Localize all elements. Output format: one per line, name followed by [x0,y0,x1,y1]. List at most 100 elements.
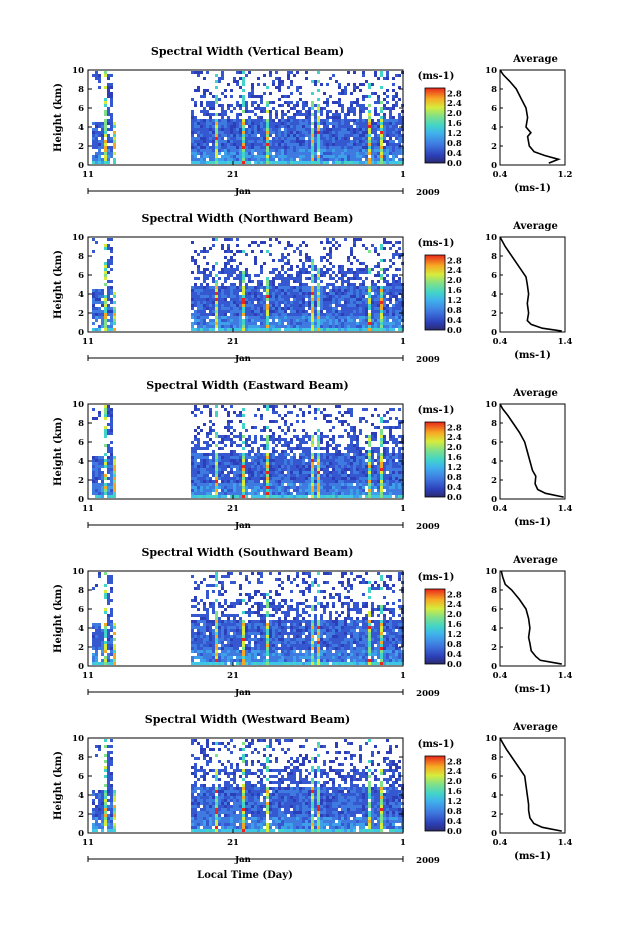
heatmap-cell [218,113,221,116]
heatmap-cell [215,468,218,471]
heatmap-cell [251,459,254,462]
heatmap-cell [374,477,377,480]
heatmap-cell [326,453,329,456]
heatmap-cell [374,122,377,125]
heatmap-cell [368,328,371,331]
heatmap-cell [218,322,221,325]
heatmap-cell [368,492,371,495]
heatmap-cell [113,468,116,471]
heatmap-cell [104,659,107,662]
heatmap-cell [338,268,341,271]
heatmap-cell [302,292,305,295]
heatmap-cell [335,128,338,131]
heatmap-cell [257,77,260,80]
heatmap-cell [380,471,383,474]
heatmap-cell [221,313,224,316]
heatmap-cell [359,301,362,304]
heatmap-cell [290,423,293,426]
heatmap-cell [269,244,272,247]
heatmap-cell [206,274,209,277]
heatmap-cell [299,328,302,331]
heatmap-cell [317,477,320,480]
heatmap-cell [200,468,203,471]
heatmap-cell [224,310,227,313]
heatmap-cell [113,623,116,626]
heatmap-cell [377,447,380,450]
heatmap-cell [359,292,362,295]
heatmap-cell [215,80,218,83]
heatmap-cell [392,468,395,471]
heatmap-cell [95,417,98,420]
heatmap-cell [113,483,116,486]
heatmap-cell [248,158,251,161]
heatmap-cell [368,122,371,125]
heatmap-cell [212,277,215,280]
heatmap-cell [299,480,302,483]
heatmap-cell [257,292,260,295]
heatmap-cell [281,274,284,277]
heatmap-cell [101,304,104,307]
heatmap-cell [236,468,239,471]
heatmap-cell [110,280,113,283]
heatmap-cell [95,134,98,137]
heatmap-cell [365,268,368,271]
heatmap-cell [236,465,239,468]
heatmap-cell [338,101,341,104]
heatmap-cell [335,328,338,331]
heatmap-cell [314,289,317,292]
heatmap-cell [236,480,239,483]
heatmap-cell [389,161,392,164]
heatmap-cell [221,140,224,143]
heatmap-cell [236,265,239,268]
heatmap-cell [299,253,302,256]
heatmap-cell [299,438,302,441]
heatmap-cell [266,289,269,292]
heatmap-cell [233,292,236,295]
heatmap-cell [359,155,362,158]
heatmap-cell [371,486,374,489]
x-tick-label: 11 [82,337,94,347]
heatmap-cell [341,161,344,164]
heatmap-cell [194,119,197,122]
heatmap-cell [92,638,95,641]
heatmap-cell [275,322,278,325]
heatmap-cell [290,128,293,131]
heatmap-cell [398,137,401,140]
heatmap-cell [314,298,317,301]
heatmap-cell [254,474,257,477]
heatmap-cell [287,101,290,104]
heatmap-cell [314,122,317,125]
heatmap-cell [344,131,347,134]
heatmap-cell [350,125,353,128]
heatmap-cell [296,489,299,492]
heatmap-cell [275,161,278,164]
heatmap-cell [218,477,221,480]
heatmap-cell [362,453,365,456]
heatmap-cell [242,95,245,98]
heatmap-cell [227,486,230,489]
heatmap-cell [287,325,290,328]
heatmap-cell [365,155,368,158]
y-tick-label: 4 [78,290,84,300]
heatmap-cell [95,489,98,492]
heatmap-cell [260,325,263,328]
heatmap-cell [374,322,377,325]
heatmap-cell [209,414,212,417]
heatmap-cell [389,289,392,292]
heatmap-cell [377,77,380,80]
heatmap-cell [323,134,326,137]
heatmap-cell [368,468,371,471]
heatmap-cell [398,98,401,101]
heatmap-cell [107,134,110,137]
heatmap-cell [308,462,311,465]
heatmap-cell [374,92,377,95]
heatmap-cell [233,122,236,125]
heatmap-cell [320,131,323,134]
heatmap-cell [314,125,317,128]
heatmap-cell [245,137,248,140]
heatmap-cell [251,307,254,310]
heatmap-cell [356,456,359,459]
heatmap-cell [113,653,116,656]
heatmap-cell [215,495,218,498]
heatmap-cell [206,444,209,447]
